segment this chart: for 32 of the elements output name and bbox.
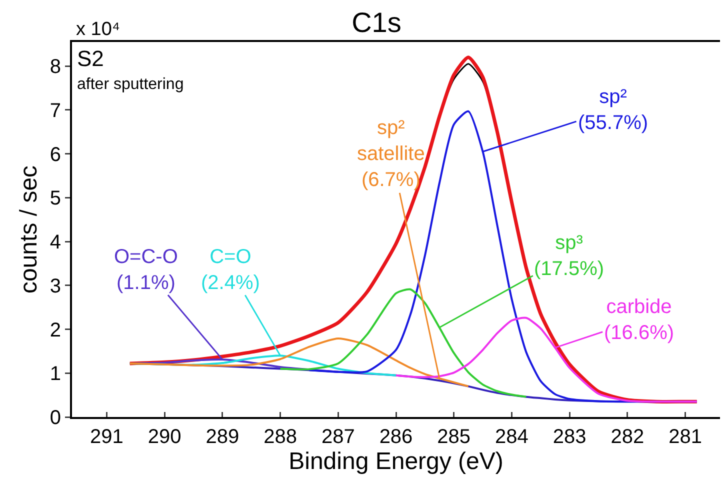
text: sp² satellite (6.7%) — [357, 117, 425, 191]
x-tick-label: 283 — [552, 426, 586, 448]
text: sp² (55.7%) — [578, 86, 648, 134]
y-tick-label: 8 — [50, 56, 61, 78]
text: sp³ (17.5%) — [534, 232, 604, 280]
x-tick-label: 288 — [264, 426, 297, 448]
x-tick-label: 286 — [379, 426, 413, 448]
text: C=O (2.4%) — [201, 246, 260, 294]
annotation: S2 — [77, 46, 104, 71]
y-tick-label: 3 — [50, 275, 61, 298]
x-tick-label: 282 — [610, 426, 644, 448]
y-tick-label: 7 — [50, 100, 61, 122]
x-tick-label: 285 — [437, 426, 471, 448]
y-tick-label: 6 — [50, 144, 61, 166]
annotation: after sputtering — [77, 76, 184, 93]
x-axis-title: Binding Energy (eV) — [288, 448, 504, 475]
y-tick-label: 2 — [50, 319, 61, 342]
text: carbide (16.6%) — [604, 296, 674, 344]
x-tick-label: 281 — [668, 426, 702, 448]
y-tick-label: 5 — [50, 188, 61, 210]
y-tick-label: 4 — [50, 232, 61, 254]
text: x 10⁴ — [76, 19, 120, 40]
text: O=C-O (1.1%) — [114, 246, 178, 294]
y-tick-label: 0 — [50, 407, 61, 429]
y-axis-title: counts / sec — [15, 165, 42, 294]
x-tick-label: 289 — [206, 426, 240, 448]
y-tick-label: 1 — [50, 363, 61, 386]
chart-title: C1s — [352, 6, 402, 38]
x-tick-label: 287 — [321, 426, 355, 448]
x-tick-label: 291 — [90, 426, 124, 448]
x-tick-label: 284 — [495, 426, 528, 448]
x-tick-label: 290 — [148, 426, 182, 448]
